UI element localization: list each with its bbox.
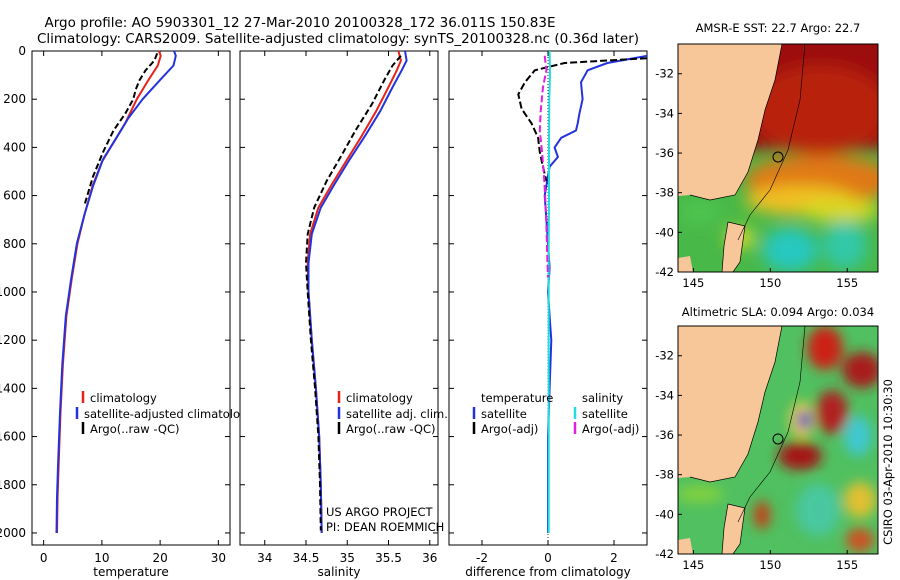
argo-location-marker [772,151,784,163]
x-tick-label: 34.5 [293,551,320,565]
salinity-panel: 34 34.5 35 35.5 36 salinity climatology sate… [239,50,448,579]
y-tick-label: 2000 [0,526,26,540]
legend-heading-temperature: temperature [481,391,553,405]
difference-panel: -2 0 2 difference from climatology tempera… [448,50,648,579]
x-tick-label: 35 [340,551,355,565]
salinity-legend: climatology satellite adj. clim. Argo(..… [337,391,448,436]
side-timestamp-label: CSIRO 03-Apr-2010 10:30:30 [881,379,895,545]
series-line-argo [83,53,159,206]
series-line-argo [305,55,402,531]
legend-label-s-satellite: satellite [582,407,628,421]
map-y-tick-label: -40 [655,225,674,239]
map-x-tick-label: 145 [682,558,704,572]
y-tick-label: 1600 [0,430,26,444]
series-line-s-satellite [547,50,551,533]
map-y-tick-label: -34 [655,388,674,402]
map-y-tick-label: -38 [655,468,674,482]
legend-label-argo: Argo(..raw -QC) [90,422,180,436]
map-x-tick-label: 150 [759,558,781,572]
legend-label-s-argo: Argo(-adj) [582,422,639,436]
series-line-t-argo [517,57,648,182]
legend-label-t-satellite: satellite [481,407,527,421]
x-tick-label: 35.5 [375,551,402,565]
sst-map-title: AMSR-E SST: 22.7 Argo: 22.7 [696,21,861,35]
sla-map-title: Altimetric SLA: 0.094 Argo: 0.034 [682,305,874,319]
legend-label-satellite: satellite-adjusted climatology [84,407,254,421]
y-tick-label: 600 [3,189,26,203]
x-tick-label: 30 [211,551,226,565]
x-tick-label: 2 [610,551,618,565]
sla-map-image [678,326,878,554]
sst-map-image [678,44,878,272]
y-tick-label: 0 [18,44,26,58]
difference-legend: temperature satellite Argo(-adj) salinit… [470,391,639,436]
figure-title-line2: Climatology: CARS2009. Satellite-adjuste… [37,31,639,47]
legend-box [470,391,546,436]
map-y-tick-label: -36 [655,146,674,160]
legend-label-climatology: climatology [90,391,157,405]
difference-xlabel: difference from climatology [465,565,631,579]
map-y-tick-label: -32 [655,67,674,81]
x-tick-label: 36 [422,551,437,565]
sla-map-panel: Altimetric SLA: 0.094 Argo: 0.034 [655,305,879,572]
temperature-legend: climatology satellite-adjusted climatolo… [75,391,254,436]
y-tick-label: 1800 [0,478,26,492]
sst-map-panel: AMSR-E SST: 22.7 Argo: 22.7 145 150 155 [655,21,879,290]
temperature-xlabel: temperature [93,565,168,579]
y-tick-label: 1000 [0,285,26,299]
argo-location-marker [772,433,784,445]
map-y-tick-label: -42 [655,265,674,279]
map-x-tick-label: 155 [836,558,858,572]
sst-map-frame [677,43,879,273]
legend-heading-salinity: salinity [582,391,623,405]
y-tick-label: 1200 [0,333,26,347]
temperature-axes-frame [31,50,231,546]
salinity-axes-frame [239,50,439,546]
x-tick-label: 0 [40,551,48,565]
legend-label-t-argo: Argo(-adj) [481,422,538,436]
figure-title-line1: Argo profile: AO 5903301_12 27-Mar-2010 … [45,15,556,31]
y-tick-label: 800 [3,237,26,251]
credit-line1: US ARGO PROJECT [326,505,434,519]
map-y-tick-label: -32 [655,349,674,363]
map-x-tick-label: 150 [759,276,781,290]
x-tick-label: -2 [476,551,488,565]
map-y-tick-label: -38 [655,186,674,200]
temperature-panel: 0 10 20 30 0 200 400 600 800 1000 1200 1400 1600 1800… [0,44,254,579]
x-tick-label: 0 [544,551,552,565]
salinity-xlabel: salinity [317,565,360,579]
x-tick-label: 10 [94,551,109,565]
legend-label-argo: Argo(..raw -QC) [346,422,436,436]
y-tick-label: 200 [3,92,26,106]
map-y-tick-label: -34 [655,106,674,120]
map-x-tick-label: 155 [836,276,858,290]
sla-map-frame [677,325,879,555]
map-y-tick-label: -42 [655,547,674,561]
series-line-satellite [55,50,177,534]
series-line-s-argo [538,55,549,278]
legend-label-climatology: climatology [346,391,413,405]
x-tick-label: 34 [257,551,272,565]
y-tick-label: 1400 [0,381,26,395]
x-tick-label: 20 [152,551,167,565]
y-tick-label: 400 [3,140,26,154]
credit-line2: PI: DEAN ROEMMICH [326,520,444,534]
map-y-tick-label: -40 [655,507,674,521]
map-x-tick-label: 145 [682,276,704,290]
legend-label-satellite: satellite adj. clim. [346,407,448,421]
map-y-tick-label: -36 [655,428,674,442]
